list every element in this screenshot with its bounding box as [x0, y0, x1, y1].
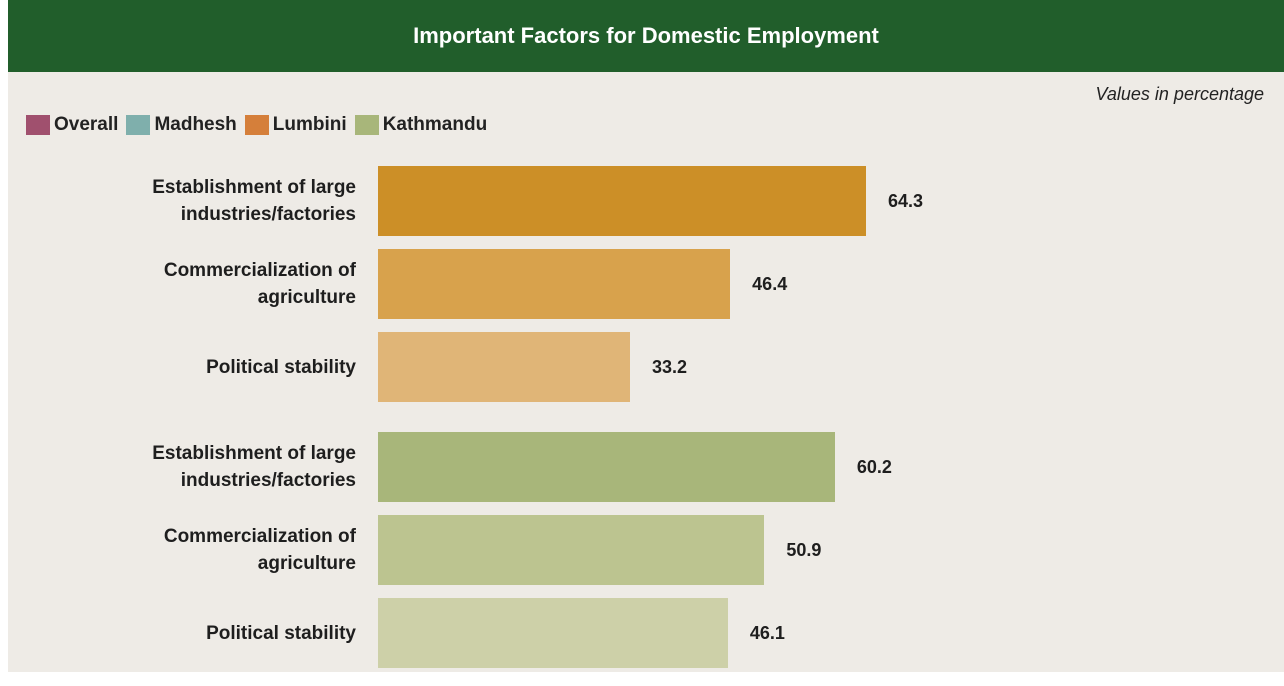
- legend-item: Lumbini: [244, 114, 347, 136]
- category-label: Commercialization of agriculture: [163, 526, 356, 574]
- bar: [378, 166, 867, 236]
- value-label: 46.4: [752, 273, 788, 294]
- legend: Overall Madhesh Lumbini Kathmandu: [26, 114, 495, 136]
- value-label: 50.9: [786, 539, 822, 560]
- legend-swatch: [26, 115, 50, 135]
- legend-label: Kathmandu: [382, 114, 488, 135]
- legend-item: Kathmandu: [354, 114, 488, 136]
- legend-item: Overall: [26, 114, 118, 136]
- legend-swatch: [126, 115, 151, 135]
- header: Important Factors for Domestic Employmen…: [8, 0, 1284, 72]
- legend-item: Madhesh: [126, 114, 237, 136]
- bar: [378, 515, 765, 585]
- legend-label: Lumbini: [272, 114, 347, 135]
- value-label: 60.2: [856, 456, 892, 477]
- chart-title: Important Factors for Domestic Employmen…: [413, 23, 879, 48]
- category-label: Establishment of large industries/factor…: [152, 443, 356, 491]
- subtitle: Values in percentage: [1095, 84, 1264, 104]
- category-label: Political stability: [206, 356, 356, 378]
- legend-swatch: [354, 115, 379, 135]
- value-label: 33.2: [651, 356, 688, 377]
- category-label: Political stability: [206, 622, 356, 644]
- bar: [378, 249, 731, 319]
- legend-label: Madhesh: [154, 114, 237, 135]
- category-label: Establishment of large industries/factor…: [152, 177, 356, 225]
- bar: [378, 432, 835, 502]
- bar: [378, 332, 630, 402]
- value-label: 64.3: [888, 190, 924, 211]
- category-label: Commercialization of agriculture: [163, 260, 356, 308]
- chart: Important Factors for Domestic Employmen…: [8, 0, 1284, 672]
- legend-swatch: [244, 115, 269, 135]
- legend-label: Overall: [54, 114, 119, 135]
- value-label: 46.1: [749, 622, 785, 643]
- bar: [378, 598, 728, 668]
